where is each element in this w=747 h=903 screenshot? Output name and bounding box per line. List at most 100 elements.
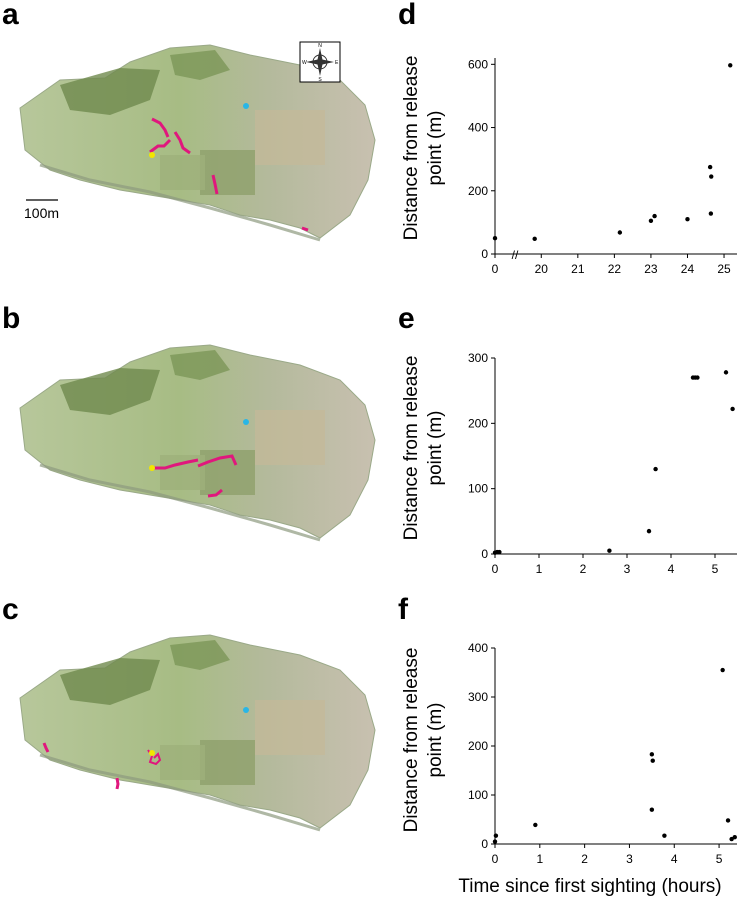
y-axis-label: Distance from release xyxy=(401,56,422,241)
x-tick-label: 0 xyxy=(492,262,499,276)
y-tick-label: 200 xyxy=(468,739,488,753)
compass-s: S xyxy=(318,77,322,83)
track-line xyxy=(173,131,191,155)
data-point xyxy=(533,822,538,828)
track-line xyxy=(115,777,120,790)
data-point xyxy=(685,217,690,222)
compass-n: N xyxy=(318,43,322,49)
panel-label-a: a xyxy=(2,0,19,31)
release-point xyxy=(149,750,155,756)
x-tick-label: 1 xyxy=(536,852,543,866)
river xyxy=(39,463,321,542)
y-tick-label: 100 xyxy=(468,482,488,496)
aerial-map-b xyxy=(19,344,376,542)
axis-break-mark: // xyxy=(512,248,519,262)
data-point xyxy=(720,667,725,673)
data-point xyxy=(730,406,735,412)
y-axis-label: point (m) xyxy=(425,111,446,186)
track-line xyxy=(301,226,309,232)
x-tick-label: 3 xyxy=(626,852,633,866)
woodland-area xyxy=(60,658,160,705)
y-tick-label: 600 xyxy=(468,57,488,71)
field-plots xyxy=(160,745,205,780)
data-point xyxy=(652,213,657,219)
data-point xyxy=(648,218,654,224)
woodland-area xyxy=(170,640,230,670)
y-tick-label: 0 xyxy=(481,837,488,851)
release-point xyxy=(149,465,155,471)
data-point xyxy=(729,836,734,842)
data-point xyxy=(649,807,655,812)
track-line xyxy=(149,138,172,154)
x-tick-label: 24 xyxy=(681,262,695,276)
data-point xyxy=(497,549,502,555)
x-tick-label: 2 xyxy=(581,852,588,866)
field-plots xyxy=(255,410,325,465)
data-point xyxy=(492,839,498,844)
x-tick-label: 2 xyxy=(580,562,587,576)
y-axis-label: point (m) xyxy=(425,703,446,778)
field-plots xyxy=(200,150,255,195)
panel-label-b: b xyxy=(2,302,21,335)
track-line xyxy=(154,458,199,470)
marker-point xyxy=(243,707,249,713)
x-tick-label: 5 xyxy=(716,852,723,866)
woodland-area xyxy=(170,350,230,380)
y-axis-label: Distance from release xyxy=(401,648,422,833)
track-line xyxy=(42,742,50,753)
plot-area: 0 100 200 300 400 0 1 2 3 4 5 xyxy=(468,641,737,866)
woodland-area xyxy=(60,68,160,115)
aerial-map-c xyxy=(19,634,376,832)
x-tick-label: 3 xyxy=(624,562,631,576)
scatter-chart-e: Distance from release point (m) 0 100 200 3… xyxy=(401,351,737,576)
field-plots xyxy=(160,455,205,490)
data-point xyxy=(653,466,658,472)
x-tick-label: 25 xyxy=(717,262,731,276)
y-tick-label: 300 xyxy=(468,351,488,365)
river xyxy=(39,753,321,832)
data-point xyxy=(662,833,667,838)
data-point xyxy=(732,834,737,840)
y-tick-label: 100 xyxy=(468,788,488,802)
x-tick-label: 22 xyxy=(608,262,622,276)
compass-e: E xyxy=(335,60,339,66)
data-point xyxy=(617,230,623,235)
data-point xyxy=(493,833,499,838)
compass-w: W xyxy=(302,60,307,66)
track-line xyxy=(151,117,170,138)
data-point xyxy=(532,236,537,242)
compass-rose-icon: N S W E xyxy=(299,41,341,83)
y-axis-label: Distance from release xyxy=(401,356,422,541)
field-plots xyxy=(160,155,205,190)
y-axis-label: point (m) xyxy=(425,411,446,486)
x-axis-caption: Time since first sighting (hours) xyxy=(458,876,722,897)
data-point xyxy=(723,370,729,375)
y-tick-label: 200 xyxy=(468,416,488,430)
aerial-map-a: N S W E 100m xyxy=(19,41,376,242)
track-line xyxy=(197,454,238,468)
scatter-chart-d: Distance from release point (m) //020040… xyxy=(401,56,737,276)
data-point xyxy=(709,174,714,179)
y-tick-label: 0 xyxy=(481,247,488,261)
river xyxy=(39,163,321,242)
y-tick-label: 200 xyxy=(468,184,488,198)
x-tick-label: 20 xyxy=(535,262,549,276)
scale-label: 100m xyxy=(24,205,59,221)
plot-area: 0 100 200 300 0 1 2 3 4 5 xyxy=(468,351,737,576)
scatter-chart-f: Distance from release point (m) 0 100 200 3… xyxy=(401,641,737,866)
data-point xyxy=(650,758,655,763)
panel-label-f: f xyxy=(398,593,408,626)
field-plots xyxy=(255,700,325,755)
x-tick-label: 5 xyxy=(712,562,719,576)
field-plots xyxy=(200,740,255,785)
woodland-area xyxy=(60,368,160,415)
data-point xyxy=(725,818,731,823)
marker-point xyxy=(243,103,249,109)
data-point xyxy=(649,752,655,757)
data-point xyxy=(728,63,733,68)
x-tick-label: 0 xyxy=(492,562,499,576)
track-line xyxy=(207,488,223,498)
woodland-area xyxy=(170,50,230,80)
data-point xyxy=(707,164,713,170)
panel-label-e: e xyxy=(398,302,415,335)
